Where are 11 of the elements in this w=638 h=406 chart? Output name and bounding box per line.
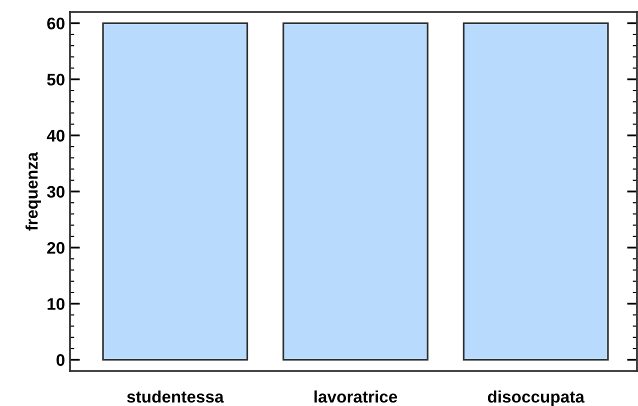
y-tick-label: 20 [47, 242, 64, 254]
x-tick-label: lavoratrice [314, 390, 398, 403]
y-tick-label: 30 [46, 186, 64, 198]
y-axis-title: frequenza [26, 152, 42, 231]
y-tick-label: 10 [48, 298, 64, 310]
x-tick-label: studentessa [127, 390, 224, 403]
y-tick-label: 50 [47, 74, 64, 86]
y-tick-label: 0 [56, 354, 64, 366]
y-tick-label: 40 [46, 130, 64, 142]
x-tick-label: disoccupata [488, 390, 585, 406]
y-tick-label: 60 [47, 18, 64, 30]
